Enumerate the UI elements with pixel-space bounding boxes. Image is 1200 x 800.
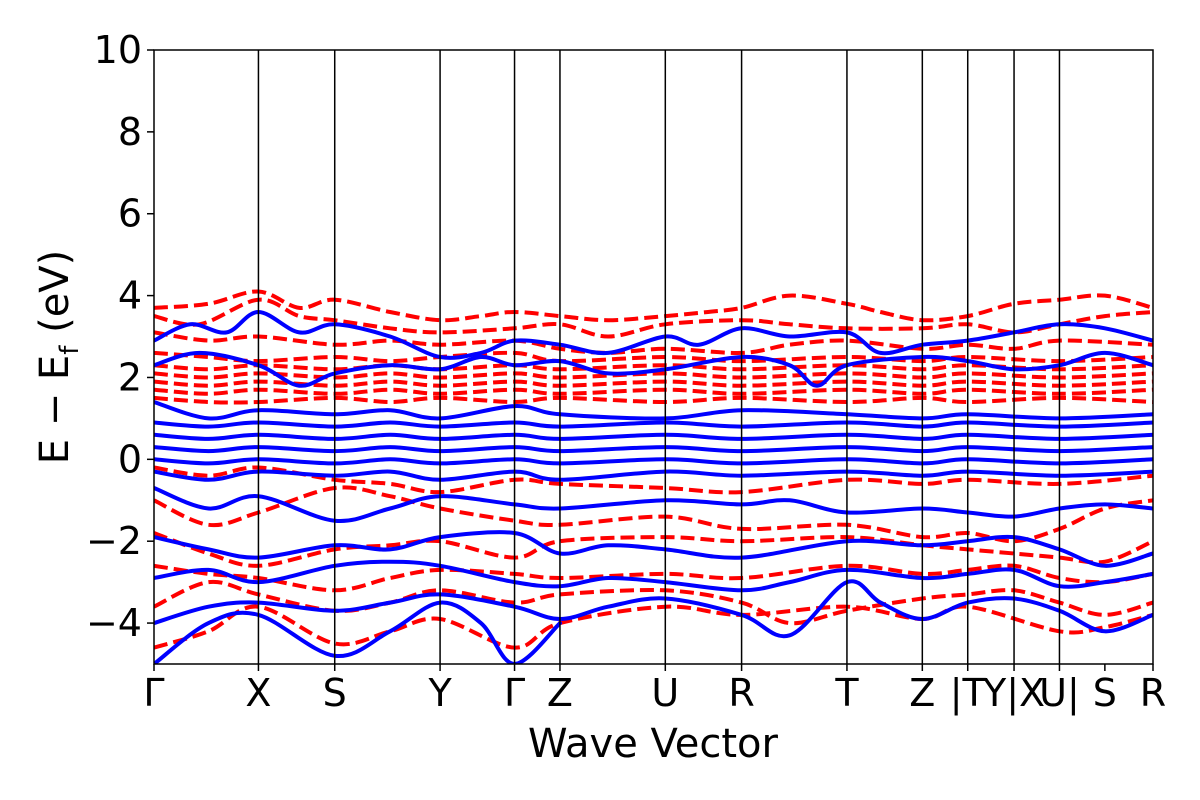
solid-band-1 (154, 350, 1153, 388)
y-tick-label: 4 (118, 274, 142, 318)
kpoint-label: X (245, 671, 271, 715)
y-tick-label: −4 (86, 601, 142, 645)
kpoint-label: U| (1039, 671, 1080, 716)
kpoint-label: Z (547, 671, 573, 715)
solid-band-7 (154, 469, 1153, 482)
solid-band-4 (154, 432, 1153, 441)
dashed-band-10 (154, 485, 1153, 544)
x-axis: Γ X S Y Γ Z U R T Z |TY|XU| S R (143, 664, 1166, 716)
solid-band-3 (154, 420, 1153, 429)
solid-band-8 (154, 486, 1153, 523)
solid-band-5 (154, 445, 1153, 454)
solid-band-0 (154, 310, 1153, 360)
bands-layer (154, 289, 1153, 664)
y-tick-label: 0 (118, 437, 142, 481)
dashed-band-1 (154, 297, 1153, 339)
kpoint-label: |T (950, 671, 987, 716)
y-axis-label-main: E − E (32, 355, 78, 465)
y-tick-label: 8 (118, 110, 142, 154)
dashed-band-8 (154, 395, 1153, 405)
kpoint-label: R (1140, 671, 1166, 715)
y-axis: −4 −2 0 2 4 6 8 10 (86, 28, 154, 645)
dashed-band-5 (154, 371, 1153, 380)
solid-band-2 (154, 400, 1153, 421)
dashed-band-7 (154, 387, 1153, 396)
kpoint-label: Y|X (982, 671, 1045, 716)
kpoint-label: T (834, 671, 859, 715)
dashed-band-0 (154, 289, 1153, 323)
plot-frame (153, 49, 1154, 665)
dashed-band-12 (154, 563, 1153, 593)
kpoint-label: Z (909, 671, 935, 715)
solid-band-11 (154, 579, 1153, 639)
dashed-band-2 (154, 330, 1153, 355)
x-axis-label: Wave Vector (528, 721, 779, 767)
kpoint-label: S (1093, 671, 1117, 715)
high-symmetry-lines (257, 50, 1061, 664)
y-tick-label: 2 (118, 355, 142, 399)
kpoint-label: S (323, 671, 347, 715)
kpoint-label: Γ (143, 671, 164, 715)
kpoint-label: U (651, 671, 679, 715)
solid-band-12 (154, 600, 562, 664)
y-axis-label-unit: (eV) (32, 250, 78, 346)
dashed-band-3 (154, 350, 1153, 364)
y-tick-label: 10 (94, 28, 142, 72)
solid-band-6 (154, 457, 1153, 466)
dashed-band-4 (154, 363, 1153, 372)
y-tick-label: 6 (118, 192, 142, 236)
kpoint-label: R (728, 671, 754, 715)
dashed-band-14 (154, 604, 1153, 650)
kpoint-label: Γ (504, 671, 525, 715)
y-axis-label: E − Ef (eV) (32, 250, 85, 465)
y-axis-label-sub: f (55, 345, 85, 355)
kpoint-label: Y (427, 671, 452, 715)
y-tick-label: −2 (86, 519, 142, 563)
